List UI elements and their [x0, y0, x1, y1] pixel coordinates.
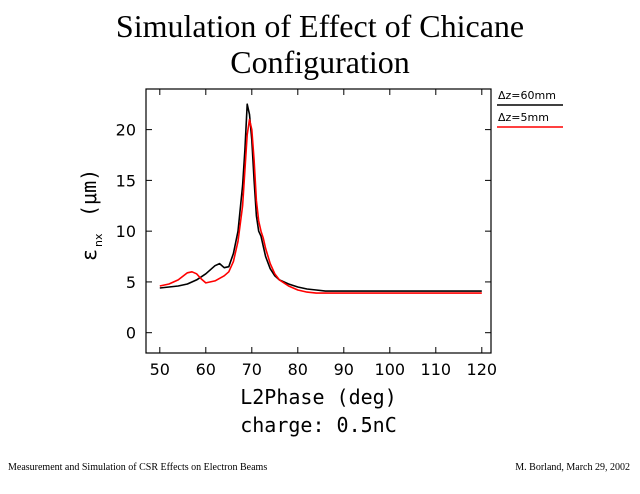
x-axis-label-line2: charge: 0.5nC — [240, 413, 397, 437]
plot-frame — [145, 88, 492, 354]
x-tick-label: 90 — [334, 360, 354, 379]
x-tick-label: 70 — [242, 360, 262, 379]
y-tick-label: 20 — [116, 121, 136, 140]
footer-right: M. Borland, March 29, 2002 — [515, 462, 630, 473]
series-line — [159, 118, 482, 294]
x-tick-label: 50 — [150, 360, 170, 379]
legend-entry-label: Δz=60mm — [498, 89, 556, 102]
y-axis-units: (μm) — [77, 169, 101, 217]
title-line-2: Configuration — [230, 44, 410, 80]
y-tick-label: 0 — [126, 324, 136, 343]
x-tick-label: 110 — [421, 360, 452, 379]
x-axis-label: L2Phase (deg) — [240, 385, 397, 409]
slide-title: Simulation of Effect of Chicane Configur… — [0, 8, 640, 80]
y-tick-label: 10 — [116, 222, 136, 241]
series-line — [159, 103, 482, 292]
title-line-1: Simulation of Effect of Chicane — [115, 8, 525, 44]
y-tick-label: 15 — [116, 171, 136, 190]
legend-entry-label: Δz=5mm — [498, 111, 549, 124]
y-axis-subscript: nx — [92, 233, 105, 247]
y-axis-symbol: ε — [77, 249, 101, 261]
x-tick-label: 100 — [375, 360, 406, 379]
x-tick-label: 80 — [288, 360, 308, 379]
footer-left: Measurement and Simulation of CSR Effect… — [8, 462, 268, 473]
y-tick-label: 5 — [126, 273, 136, 292]
x-tick-label: 120 — [467, 360, 498, 379]
x-tick-label: 60 — [196, 360, 216, 379]
y-axis-label: ε nx (μm) — [77, 169, 105, 261]
